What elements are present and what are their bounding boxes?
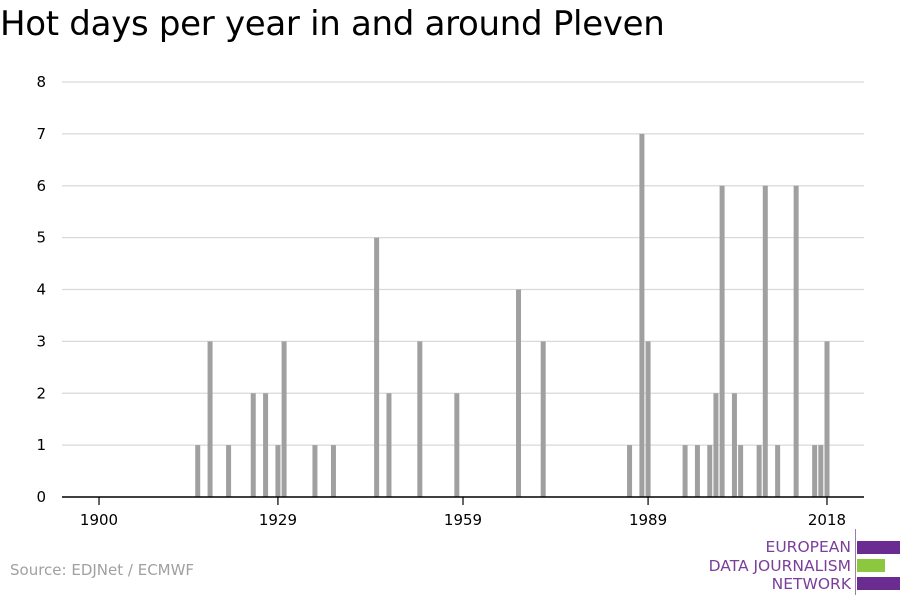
x-tick-label: 2018 <box>808 511 846 529</box>
bar <box>540 341 546 497</box>
x-tick-label: 1959 <box>444 511 482 529</box>
bar <box>707 445 713 497</box>
bar <box>454 393 460 497</box>
bar <box>682 445 688 497</box>
logo-bar-purple-bottom <box>857 577 900 590</box>
bar <box>281 341 287 497</box>
y-axis-labels: 0 1 2 3 4 5 6 7 8 <box>36 73 46 506</box>
bar <box>694 445 700 497</box>
y-tick-label: 7 <box>36 125 46 143</box>
bar <box>775 445 781 497</box>
bar <box>417 341 423 497</box>
y-tick-label: 3 <box>36 332 46 350</box>
bar <box>275 445 281 497</box>
bar <box>207 341 213 497</box>
y-tick-label: 6 <box>36 177 46 195</box>
y-tick-label: 5 <box>36 229 46 247</box>
bar <box>756 445 762 497</box>
edjnet-logo: EUROPEAN DATA JOURNALISM NETWORK <box>700 529 900 595</box>
bar <box>195 445 201 497</box>
bar <box>793 185 799 497</box>
bar <box>386 393 392 497</box>
bar <box>639 133 645 497</box>
bar <box>812 445 818 497</box>
y-tick-label: 1 <box>36 436 46 454</box>
logo-line-3: NETWORK <box>771 575 851 593</box>
bar <box>226 445 232 497</box>
bar <box>738 445 744 497</box>
bar <box>330 445 336 497</box>
x-tick-label: 1989 <box>629 511 667 529</box>
bar <box>263 393 269 497</box>
logo-bar-green <box>857 559 885 572</box>
bar <box>762 185 768 497</box>
y-tick-label: 2 <box>36 384 46 402</box>
logo-line-2: DATA JOURNALISM <box>708 557 851 575</box>
bar <box>312 445 318 497</box>
source-note: Source: EDJNet / ECMWF <box>10 561 195 579</box>
logo-line-1: EUROPEAN <box>765 538 851 556</box>
bar <box>516 289 522 497</box>
x-tick-label: 1929 <box>259 511 297 529</box>
bar <box>645 341 651 497</box>
logo-divider <box>855 529 856 595</box>
bar <box>719 185 725 497</box>
x-axis: 1900 1929 1959 1989 2018 <box>62 496 864 529</box>
x-tick-label: 1900 <box>80 511 118 529</box>
bar <box>731 393 737 497</box>
chart-title: Hot days per year in and around Pleven <box>0 4 665 44</box>
logo-bar-purple-top <box>857 541 900 554</box>
bar <box>627 445 633 497</box>
y-tick-label: 4 <box>36 281 46 299</box>
gridlines <box>62 81 864 446</box>
bar <box>818 445 824 497</box>
y-tick-label: 8 <box>36 73 46 91</box>
bar <box>713 393 719 497</box>
y-tick-label: 0 <box>36 488 46 506</box>
bars <box>195 133 830 497</box>
bar <box>824 341 830 497</box>
bar <box>250 393 256 497</box>
bar <box>374 237 380 497</box>
